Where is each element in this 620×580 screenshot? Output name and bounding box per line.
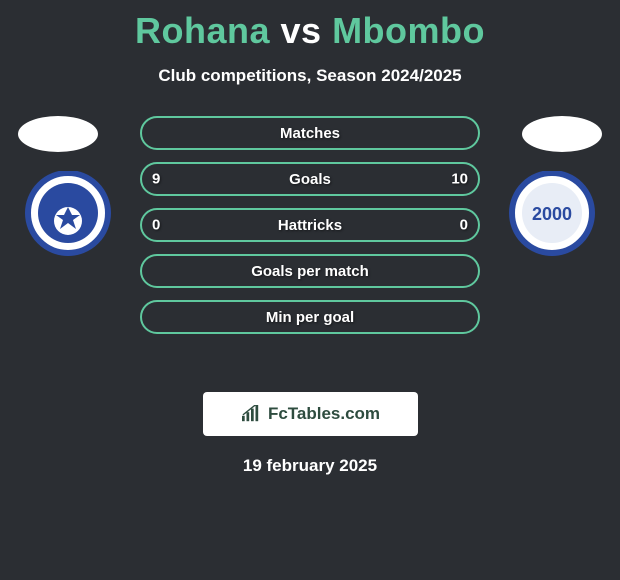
- row-goals-per-match: Goals per match: [140, 254, 480, 288]
- row-matches: Matches: [140, 116, 480, 150]
- chart-icon: [240, 405, 262, 423]
- brand-badge[interactable]: FcTables.com: [203, 392, 418, 436]
- row-goals-label: Goals: [289, 171, 331, 188]
- stat-rows: Matches 9 Goals 10 0 Hattricks 0 Goals p…: [140, 116, 480, 334]
- date-label: 19 february 2025: [0, 456, 620, 476]
- row-mpg-label: Min per goal: [266, 309, 354, 326]
- subtitle: Club competitions, Season 2024/2025: [0, 66, 620, 86]
- club-badge-right-icon: 2000: [502, 171, 602, 256]
- player2-silhouette: [522, 116, 602, 152]
- player2-name: Mbombo: [332, 10, 485, 51]
- row-hattricks-left: 0: [152, 217, 160, 234]
- player1-silhouette: [18, 116, 98, 152]
- page-title: Rohana vs Mbombo: [0, 0, 620, 52]
- row-hattricks: 0 Hattricks 0: [140, 208, 480, 242]
- row-goals-left: 9: [152, 171, 160, 188]
- club-badge-left-icon: [18, 171, 118, 256]
- badge-year: 2000: [532, 204, 572, 224]
- row-gpm-label: Goals per match: [251, 263, 369, 280]
- row-goals: 9 Goals 10: [140, 162, 480, 196]
- vs-label: vs: [281, 10, 322, 51]
- row-hattricks-right: 0: [460, 217, 468, 234]
- row-hattricks-label: Hattricks: [278, 217, 342, 234]
- comparison-arena: 2000 Matches 9 Goals 10 0 Hattricks 0 Go…: [0, 116, 620, 376]
- row-goals-right: 10: [451, 171, 468, 188]
- brand-text: FcTables.com: [268, 404, 380, 424]
- player2-club-badge: 2000: [502, 171, 602, 256]
- row-min-per-goal: Min per goal: [140, 300, 480, 334]
- row-matches-label: Matches: [280, 125, 340, 142]
- player1-name: Rohana: [135, 10, 270, 51]
- player1-club-badge: [18, 171, 118, 256]
